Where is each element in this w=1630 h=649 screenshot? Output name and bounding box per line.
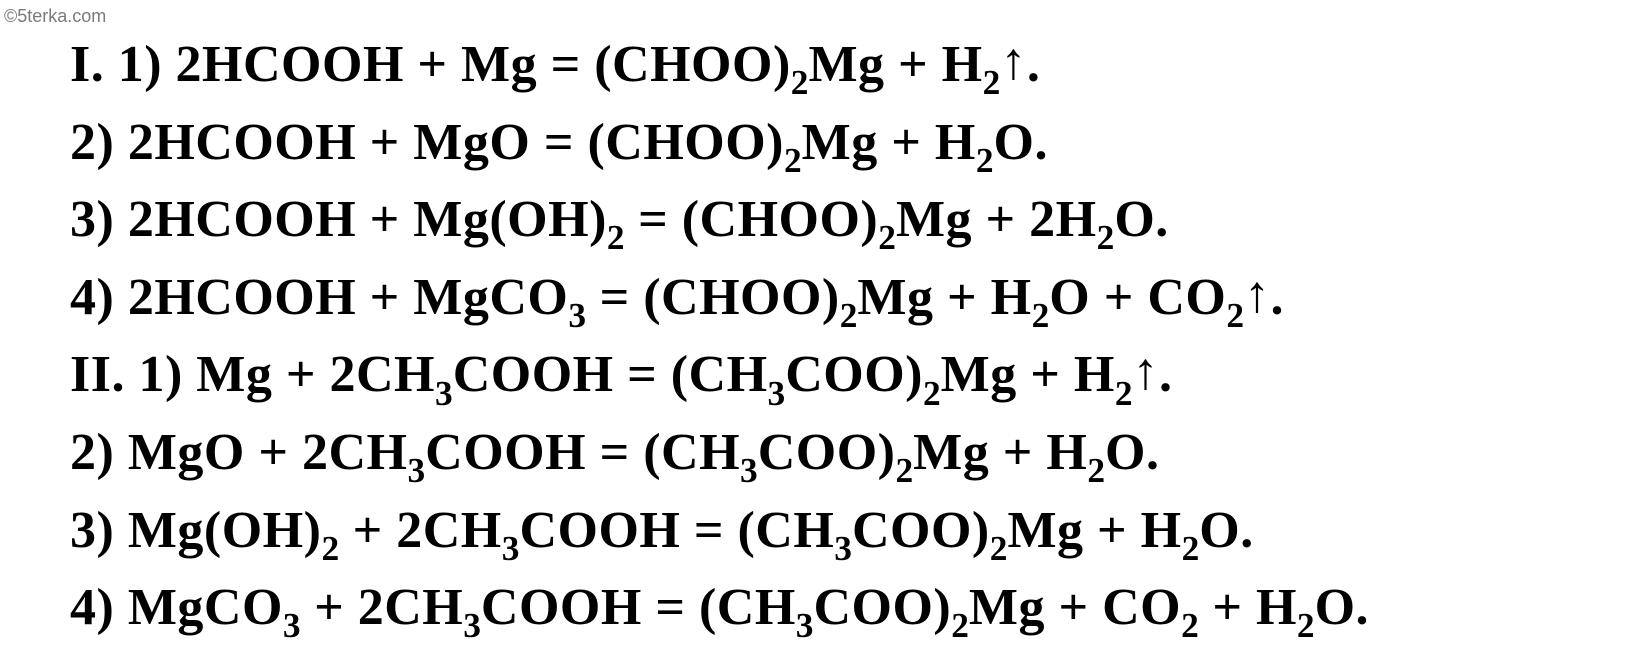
equation-line: 3) Mg(OH)2 + 2CH3COOH = (CH3COO)2Mg + H2… <box>70 494 1610 572</box>
watermark: ©5terka.com <box>4 6 106 27</box>
equation-line: I. 1) 2HCOOH + Mg = (CHOO)2Mg + H2↑. <box>70 28 1610 106</box>
equation-line: 2) 2HCOOH + MgO = (CHOO)2Mg + H2O. <box>70 106 1610 184</box>
equation-line: 3) 2HCOOH + Mg(OH)2 = (CHOO)2Mg + 2H2O. <box>70 183 1610 261</box>
equation-line: 4) 2HCOOH + MgCO3 = (CHOO)2Mg + H2O + CO… <box>70 261 1610 339</box>
equation-line: II. 1) Mg + 2CH3COOH = (CH3COO)2Mg + H2↑… <box>70 338 1610 416</box>
equation-list: I. 1) 2HCOOH + Mg = (CHOO)2Mg + H2↑.2) 2… <box>70 28 1610 649</box>
equation-line: 4) MgCO3 + 2CH3COOH = (CH3COO)2Mg + CO2 … <box>70 571 1610 649</box>
equation-line: 2) MgO + 2CH3COOH = (CH3COO)2Mg + H2O. <box>70 416 1610 494</box>
